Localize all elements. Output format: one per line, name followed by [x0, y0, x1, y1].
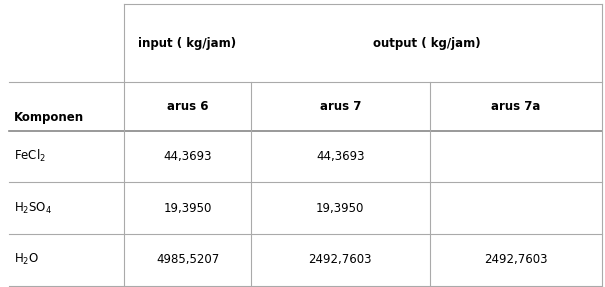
Text: Komponen: Komponen [14, 111, 84, 124]
Text: FeCl$_2$: FeCl$_2$ [14, 148, 46, 164]
Text: 44,3693: 44,3693 [316, 150, 365, 163]
Text: arus 7a: arus 7a [491, 100, 540, 113]
Text: 2492,7603: 2492,7603 [484, 253, 548, 266]
Text: 19,3950: 19,3950 [163, 201, 212, 215]
Text: H$_2$O: H$_2$O [14, 252, 39, 267]
Text: input ( kg/jam): input ( kg/jam) [139, 36, 237, 50]
Text: 2492,7603: 2492,7603 [309, 253, 372, 266]
Text: output ( kg/jam): output ( kg/jam) [373, 36, 480, 50]
Text: arus 7: arus 7 [319, 100, 361, 113]
Text: 44,3693: 44,3693 [163, 150, 212, 163]
Text: 19,3950: 19,3950 [316, 201, 364, 215]
Text: arus 6: arus 6 [167, 100, 208, 113]
Text: 4985,5207: 4985,5207 [156, 253, 219, 266]
Text: H$_2$SO$_4$: H$_2$SO$_4$ [14, 201, 52, 216]
